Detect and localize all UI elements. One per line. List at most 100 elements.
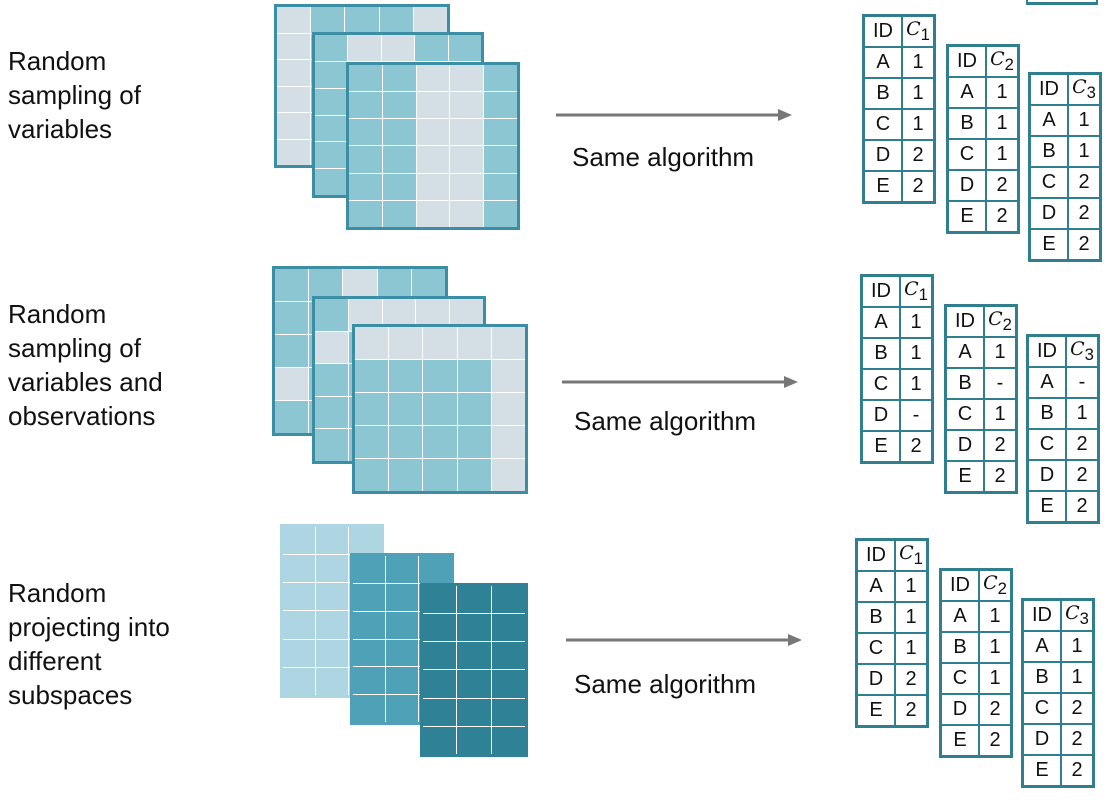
matrix-cell (491, 459, 525, 491)
cluster-assignment: 2 (1067, 166, 1102, 199)
cluster-assignment: 1 (1065, 397, 1100, 430)
matrix-cell (316, 555, 348, 583)
matrix-cell (423, 393, 457, 425)
cluster-table-2-1: ID C1 A 1 B 1 C 1 D - E 2 (860, 274, 934, 464)
cluster-table-3-1: ID C1 A 1 B 1 C 1 D 2 E 2 (855, 538, 929, 728)
cluster-symbol: C (990, 48, 1005, 70)
cluster-table-2-2: ID C2 A 1 B - C 1 D 2 E 2 (944, 304, 1018, 494)
matrix-cell (353, 556, 385, 583)
observation-id: D (862, 139, 903, 172)
cluster-assignment: 2 (983, 460, 1018, 494)
matrix-cell (349, 92, 382, 119)
matrix-cell (416, 119, 450, 146)
matrix-cell (277, 139, 311, 165)
matrix-cell (315, 169, 348, 195)
matrix-cell (457, 670, 491, 698)
observation-id: E (860, 430, 901, 464)
cluster-index: 2 (997, 579, 1007, 598)
matrix-cell (389, 459, 423, 491)
cluster-table-3-2: ID C2 A 1 B 1 C 1 D 2 E 2 (939, 568, 1013, 758)
matrix-cell (277, 113, 311, 139)
matrix-cell (277, 86, 311, 112)
observation-id: E (1026, 490, 1067, 524)
matrix-cell (457, 698, 491, 726)
cluster-header: C3 (1065, 334, 1100, 368)
matrix-cell (353, 583, 385, 611)
matrix-cell (382, 65, 416, 92)
observation-id: B (855, 601, 896, 634)
matrix-cell (450, 92, 484, 119)
matrix-cell (349, 119, 382, 146)
matrix-cell (315, 396, 348, 429)
algorithm-label-3: Same algorithm (574, 669, 757, 699)
matrix-cell (316, 583, 348, 611)
id-header: ID (946, 44, 987, 78)
matrix-cell (283, 611, 315, 639)
cluster-symbol: C (988, 308, 1003, 330)
matrix-cell (349, 146, 382, 173)
matrix-cell (382, 92, 416, 119)
matrix-cell (283, 639, 315, 667)
matrix-cell (423, 360, 457, 392)
observation-id: C (1026, 428, 1067, 461)
matrix-cell (283, 583, 315, 611)
observation-id: D (939, 693, 980, 726)
cluster-assignment: 2 (894, 663, 929, 696)
row-3-label: Random projecting into different subspac… (8, 578, 170, 710)
cluster-header: C1 (894, 538, 929, 572)
observation-id: E (944, 460, 985, 494)
cluster-header: C3 (1060, 598, 1095, 632)
observation-id: E (862, 170, 903, 204)
observation-id: B (1028, 135, 1069, 168)
cluster-index: 3 (1084, 345, 1094, 364)
observation-id: D (1021, 723, 1062, 756)
cluster-assignment: 2 (1067, 197, 1102, 230)
cluster-assignment: 2 (978, 724, 1013, 758)
matrix-cell (316, 667, 348, 695)
id-header: ID (1028, 72, 1069, 106)
observation-id: E (1028, 228, 1069, 262)
matrix-cell (315, 61, 348, 88)
observation-id: A (862, 46, 903, 79)
matrix-cell (423, 698, 457, 726)
matrix-cell (315, 331, 348, 364)
matrix-cell (353, 667, 385, 695)
cluster-assignment: 2 (985, 169, 1020, 202)
cluster-symbol: C (1070, 338, 1085, 360)
matrix-cell (377, 269, 411, 301)
matrix-cell (349, 527, 381, 555)
matrix-cell (355, 327, 389, 359)
matrix-cell (389, 327, 423, 359)
observation-id: D (946, 169, 987, 202)
matrix-cell (450, 119, 484, 146)
cluster-assignment: 1 (901, 77, 936, 110)
matrix-cell (450, 173, 484, 200)
observation-id: B (944, 367, 985, 400)
observation-id: C (946, 138, 987, 171)
cluster-assignment: 2 (1065, 459, 1100, 492)
matrix-cell (423, 726, 457, 754)
matrix-cell (316, 639, 348, 667)
cluster-assignment: 1 (983, 398, 1018, 431)
cluster-index: 2 (1004, 55, 1014, 74)
cluster-assignment: 1 (901, 108, 936, 141)
matrix-cell (275, 335, 309, 367)
cluster-table-2-3: ID C3 A - B 1 C 2 D 2 E 2 (1026, 334, 1100, 524)
matrix-cell (389, 393, 423, 425)
matrix-cell (315, 88, 348, 115)
